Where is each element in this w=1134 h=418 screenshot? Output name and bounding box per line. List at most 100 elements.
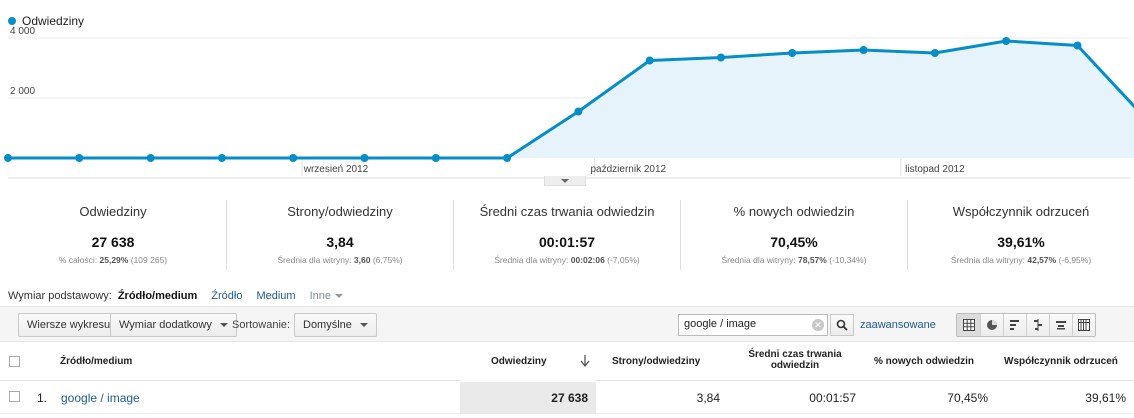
scorecard-sub-suffix: (6,75%)	[372, 255, 403, 265]
row-source-medium-link[interactable]: google / image	[61, 391, 140, 405]
sort-dropdown[interactable]: Domyślne	[294, 313, 377, 337]
data-point	[289, 154, 298, 162]
scorecard-subtext: Średnia dla witryny: 3,60 (6,75%)	[227, 255, 453, 265]
advanced-filter-link[interactable]: zaawansowane	[860, 319, 936, 331]
row-avg-duration: 00:01:57	[809, 391, 856, 405]
column-header-visits[interactable]: Odwiedziny	[491, 356, 547, 367]
table-view-button[interactable]	[957, 314, 980, 336]
search-button[interactable]	[830, 314, 854, 336]
chevron-down-icon	[561, 178, 569, 183]
data-point	[717, 53, 725, 62]
pivot-view-button[interactable]	[1072, 314, 1095, 336]
select-all-checkbox[interactable]	[9, 356, 20, 367]
sort-label: Sortowanie:	[232, 319, 291, 331]
term-cloud-view-button[interactable]	[1049, 314, 1072, 336]
column-header-source-medium[interactable]: Źródło/medium	[60, 356, 133, 367]
data-point	[645, 56, 654, 65]
secondary-dimension-dropdown[interactable]: Wymiar dodatkowy	[110, 313, 237, 337]
primary-dimension-label: Wymiar podstawowy:	[8, 290, 112, 302]
comparison-view-icon	[1034, 319, 1042, 331]
scorecard-visits: Odwiedziny 27 638 % całości: 25,29% (109…	[0, 200, 226, 270]
scorecard-label: Strony/odwiedziny	[287, 204, 393, 219]
column-header-avg-duration[interactable]: Średni czas trwania odwiedzin	[746, 349, 844, 371]
column-header-bounce-rate[interactable]: Współczynnik odrzuceń	[1004, 356, 1118, 367]
scorecard-subtext: Średnia dla witryny: 78,57% (-10,34%)	[681, 255, 907, 265]
table-search-input[interactable]: google / image	[678, 314, 828, 336]
sorted-column-cell-bg	[460, 382, 596, 414]
row-bounce-rate: 39,61%	[1085, 391, 1126, 405]
dimension-more-dropdown[interactable]: Inne	[310, 290, 343, 302]
row-visits: 27 638	[551, 391, 588, 405]
scorecard-new-visits: % nowych odwiedzin 70,45% Średnia dla wi…	[680, 200, 907, 270]
table-row: 1. google / image 27 638 3,84 00:01:57 7…	[0, 382, 1134, 414]
table-view-icon	[962, 319, 975, 331]
term-cloud-view-icon	[1056, 321, 1066, 330]
scorecard-sub-suffix: (-10,34%)	[829, 255, 867, 265]
plot-rows-label: Wiersze wykresu	[27, 319, 111, 331]
scorecard-subtext: Średnia dla witryny: 42,57% (-6,95%)	[908, 255, 1134, 265]
scorecards: Odwiedziny 27 638 % całości: 25,29% (109…	[0, 200, 1134, 270]
data-point	[574, 107, 583, 116]
visits-line-chart: 4 000 2 000 wrzesień 2012 październik 2012 l…	[4, 26, 1134, 179]
scorecard-subtext: % całości: 25,29% (109 265)	[0, 255, 226, 265]
secondary-dimension-label: Wymiar dodatkowy	[119, 319, 212, 331]
scorecard-sub-prefix: Średnia dla witryny:	[950, 255, 1025, 265]
scorecard-sub-value: 25,29%	[99, 255, 129, 265]
search-icon	[836, 319, 848, 331]
x-tick-label: listopad 2012	[905, 164, 965, 175]
scorecard-label: Średni czas trwania odwiedzin	[479, 204, 655, 219]
scorecard-value: 70,45%	[770, 234, 818, 250]
row-pages-per-visit: 3,84	[696, 391, 720, 405]
scorecard-value: 00:01:57	[538, 234, 596, 250]
scorecard-subtext: Średnia dla witryny: 00:02:06 (-7,05%)	[454, 255, 680, 265]
caret-down-icon	[219, 323, 228, 327]
data-point	[503, 154, 512, 162]
scorecard-sub-suffix: (-6,95%)	[1058, 255, 1092, 265]
sort-value: Domyślne	[303, 319, 352, 331]
pie-view-button[interactable]	[980, 314, 1003, 336]
scorecard-value: 3,84	[326, 234, 354, 250]
performance-view-button[interactable]	[1003, 314, 1026, 336]
data-point	[431, 154, 440, 162]
x-tick-label: wrzesień 2012	[303, 164, 369, 175]
pie-view-icon	[987, 320, 997, 330]
legend-label: Odwiedziny	[22, 14, 85, 28]
scorecard-sub-value: 3,60	[353, 255, 371, 265]
row-new-visits: 70,45%	[947, 391, 988, 405]
pivot-view-icon	[1078, 319, 1090, 331]
scorecard-pages-per-visit: Strony/odwiedziny 3,84 Średnia dla witry…	[226, 200, 453, 270]
chart-legend: Odwiedziny	[8, 14, 84, 28]
chart-collapse-handle[interactable]	[544, 176, 586, 186]
comparison-view-button[interactable]	[1026, 314, 1049, 336]
data-point	[1073, 41, 1082, 50]
scorecard-avg-duration: Średni czas trwania odwiedzin 00:01:57 Ś…	[453, 200, 680, 270]
clear-search-icon[interactable]: ✕	[812, 319, 824, 331]
column-header-new-visits[interactable]: % nowych odwiedzin	[874, 356, 975, 367]
sorted-column-header-bg	[460, 343, 596, 381]
scorecard-label: Współczynnik odrzuceń	[952, 204, 1090, 219]
column-header-avg-duration-line1: Średni czas trwania	[748, 349, 842, 360]
plot-rows-button[interactable]: Wiersze wykresu	[18, 313, 120, 337]
dimension-source-medium[interactable]: Źródło/medium	[117, 290, 198, 302]
column-header-pages-per-visit[interactable]: Strony/odwiedziny	[612, 356, 701, 367]
table-toolbar: Wiersze wykresu Wymiar dodatkowy Sortowa…	[0, 306, 1134, 342]
column-header-avg-duration-line2: odwiedzin	[770, 360, 820, 371]
scorecard-value: 27 638	[91, 234, 135, 250]
scorecard-sub-prefix: % całości:	[58, 255, 98, 265]
data-point	[146, 154, 155, 162]
y-tick-label: 2 000	[10, 86, 35, 97]
data-point	[360, 154, 369, 162]
scorecard-label: Odwiedziny	[79, 204, 147, 219]
dimension-medium[interactable]: Medium	[256, 290, 296, 302]
scorecard-label: % nowych odwiedzin	[733, 204, 855, 219]
table-header: Źródło/medium Odwiedziny Strony/odwiedzi…	[0, 343, 1134, 381]
row-checkbox[interactable]	[9, 391, 20, 402]
x-tick-label: październik 2012	[591, 164, 667, 175]
data-point	[859, 46, 868, 54]
data-point	[217, 154, 226, 162]
sort-descending-arrow-icon	[580, 355, 590, 367]
dimension-source[interactable]: Źródło	[211, 290, 243, 302]
scorecard-sub-value: 00:02:06	[570, 255, 605, 265]
data-point	[930, 49, 939, 57]
row-index: 1.	[37, 391, 48, 405]
